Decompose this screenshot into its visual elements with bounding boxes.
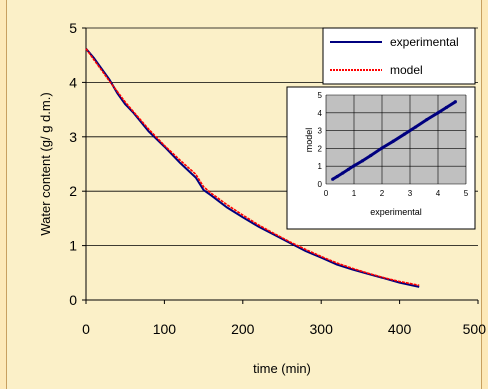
inset-point-13 bbox=[444, 105, 448, 110]
legend-label-experimental: experimental bbox=[390, 35, 459, 49]
inset-point-9 bbox=[402, 132, 406, 136]
inset-x-tick-label-4: 4 bbox=[436, 189, 441, 198]
main-x-tick-label-4: 400 bbox=[388, 321, 412, 337]
inset-y-tick-label-5: 5 bbox=[318, 91, 323, 100]
main-x-tick-labels: 0 100 200 300 400 500 bbox=[82, 300, 486, 337]
inset-point-3 bbox=[346, 167, 350, 172]
inset-y-tick-labels: 0 1 2 3 4 5 bbox=[318, 91, 323, 189]
inset-y-tick-label-3: 3 bbox=[318, 127, 323, 136]
legend: experimental model bbox=[322, 27, 476, 85]
main-series-lines bbox=[85, 48, 420, 288]
inset-point-8 bbox=[391, 139, 395, 143]
main-y-tick-label-1: 1 bbox=[69, 238, 77, 254]
series-line-model bbox=[85, 48, 420, 287]
inset-point-12 bbox=[436, 111, 440, 115]
inset-point-7 bbox=[380, 146, 384, 150]
inset-point-6 bbox=[369, 153, 373, 158]
inset-x-tick-label-1: 1 bbox=[352, 189, 357, 198]
main-y-tick-labels: 0 1 2 3 4 5 bbox=[69, 20, 86, 308]
main-x-tick-label-5: 500 bbox=[463, 321, 487, 337]
legend-label-model: model bbox=[390, 63, 423, 77]
inset-point-1 bbox=[335, 174, 339, 179]
inset-point-4 bbox=[352, 164, 356, 168]
inset-point-0 bbox=[331, 177, 335, 181]
main-x-tick-label-3: 300 bbox=[310, 321, 334, 337]
inset-chart: 0 1 2 3 4 5 0 1 2 3 4 5 experimental model bbox=[286, 86, 476, 230]
main-x-tick-label-2: 200 bbox=[231, 321, 255, 337]
inset-y-tick-label-0: 0 bbox=[318, 180, 323, 189]
inset-point-5 bbox=[360, 159, 364, 163]
inset-point-10 bbox=[414, 125, 418, 129]
main-y-tick-label-2: 2 bbox=[69, 183, 77, 199]
inset-y-axis-label: model bbox=[304, 128, 314, 153]
inset-point-2 bbox=[341, 171, 345, 175]
main-x-tick-label-0: 0 bbox=[82, 321, 90, 337]
inset-series bbox=[331, 100, 457, 181]
main-y-tick-label-0: 0 bbox=[69, 292, 77, 308]
series-line-experimental bbox=[85, 48, 420, 288]
inset-x-tick-label-2: 2 bbox=[380, 189, 385, 198]
inset-gridlines bbox=[325, 94, 467, 185]
main-y-axis-label: Water content (g/ g d.m.) bbox=[38, 92, 53, 235]
left-frame-border bbox=[0, 0, 7, 389]
main-y-tick-label-4: 4 bbox=[69, 74, 77, 90]
inset-y-tick-label-1: 1 bbox=[318, 162, 323, 171]
right-frame-border bbox=[481, 0, 488, 389]
inset-x-tick-label-5: 5 bbox=[464, 189, 469, 198]
inset-point-11 bbox=[425, 117, 429, 122]
inset-x-axis-label: experimental bbox=[370, 207, 422, 217]
main-y-tick-label-3: 3 bbox=[69, 129, 77, 145]
inset-x-tick-label-0: 0 bbox=[324, 189, 329, 198]
main-x-tick-label-1: 100 bbox=[153, 321, 177, 337]
main-x-axis-label: time (min) bbox=[253, 361, 311, 376]
inset-x-tick-label-3: 3 bbox=[408, 189, 413, 198]
main-y-tick-label-5: 5 bbox=[69, 20, 77, 36]
inset-x-tick-labels: 0 1 2 3 4 5 bbox=[324, 189, 469, 198]
inset-y-tick-label-4: 4 bbox=[318, 109, 323, 118]
main-axes bbox=[85, 28, 478, 301]
inset-y-tick-label-2: 2 bbox=[318, 144, 323, 153]
inset-point-14 bbox=[453, 100, 457, 104]
